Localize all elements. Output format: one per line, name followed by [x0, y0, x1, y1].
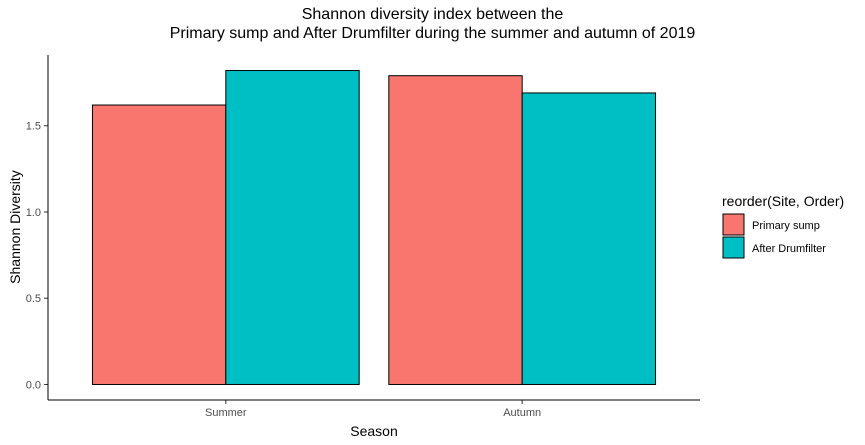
y-tick-label: 0.5 [26, 293, 41, 305]
legend-label: Primary sump [752, 220, 820, 232]
x-axis-ticks: Summer Autumn [205, 400, 541, 419]
x-axis-title: Season [350, 423, 397, 439]
legend-key-primary-sump [722, 213, 745, 236]
bars-group [91, 70, 657, 385]
legend: reorder(Site, Order) Primary sump After D… [722, 193, 844, 259]
legend-key-after-drumfilter [722, 236, 745, 259]
y-tick-label: 1.5 [26, 121, 41, 133]
bar-autumn-after-drumfilter [521, 92, 657, 385]
legend-label: After Drumfilter [752, 243, 826, 255]
bar-autumn-primary-sump [388, 75, 523, 385]
x-tick-label: Autumn [503, 407, 541, 419]
y-axis-ticks: 0.0 0.5 1.0 1.5 [26, 121, 48, 391]
x-tick-label: Summer [205, 407, 247, 419]
chart-title-line-2: Primary sump and After Drumfilter during… [169, 25, 696, 42]
bar-summer-after-drumfilter [225, 70, 360, 385]
bar-summer-primary-sump [91, 104, 227, 385]
legend-title: reorder(Site, Order) [722, 193, 844, 209]
y-tick-label: 1.0 [26, 207, 41, 219]
chart-title-line-1: Shannon diversity index between the [301, 6, 564, 23]
y-axis-title: Shannon Diversity [7, 170, 23, 284]
y-tick-label: 0.0 [26, 379, 41, 391]
